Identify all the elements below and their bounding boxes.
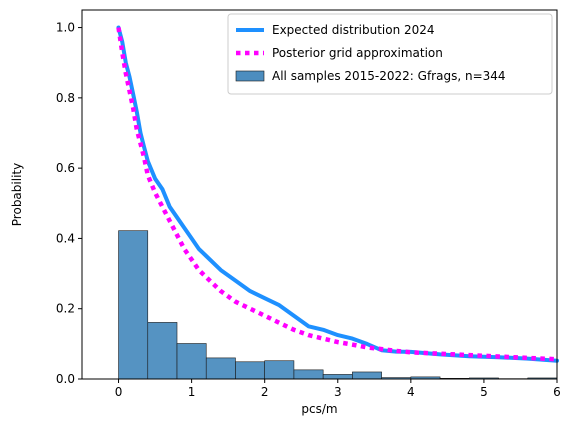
y-tick-label: 0.8 (56, 91, 75, 105)
histogram-bar (118, 230, 149, 380)
x-tick-label: 6 (553, 385, 561, 399)
y-tick-label: 0.2 (56, 302, 75, 316)
legend: Expected distribution 2024 Posterior gri… (227, 13, 553, 95)
y-tick-label: 0.0 (56, 372, 75, 386)
histogram-bar (293, 369, 324, 380)
series-line-posterior (116, 27, 558, 362)
x-tick-label: 3 (334, 385, 342, 399)
legend-label-expected: Expected distribution 2024 (272, 23, 435, 37)
y-axis-ticks: 0.0 0.2 0.4 0.6 0.8 1.0 (56, 21, 82, 386)
histogram-bar (235, 361, 265, 380)
x-axis-ticks: 0 1 2 3 4 5 6 (115, 379, 561, 399)
histogram-bars (118, 230, 558, 380)
distribution-lines (116, 25, 559, 363)
x-tick-label: 4 (407, 385, 415, 399)
x-tick-label: 5 (480, 385, 488, 399)
legend-swatch-histogram (235, 70, 265, 82)
histogram-bar (147, 322, 178, 380)
y-tick-label: 0.6 (56, 161, 75, 175)
y-axis-label: Probability (10, 163, 24, 226)
legend-label-histogram: All samples 2015-2022: Gfrags, n=344 (272, 69, 506, 83)
x-tick-label: 0 (115, 385, 123, 399)
histogram-bar (205, 357, 236, 380)
y-tick-label: 0.4 (56, 231, 75, 245)
histogram-bar (176, 343, 207, 380)
histogram-bar (322, 374, 353, 380)
legend-box (227, 13, 553, 95)
x-tick-label: 2 (261, 385, 269, 399)
x-tick-label: 1 (188, 385, 196, 399)
y-tick-label: 1.0 (56, 21, 75, 35)
histogram-bar (352, 371, 382, 380)
axes-frame (81, 9, 558, 380)
x-axis-label: pcs/m (301, 402, 337, 416)
histogram-bar (264, 360, 295, 380)
legend-label-posterior: Posterior grid approximation (272, 46, 443, 60)
